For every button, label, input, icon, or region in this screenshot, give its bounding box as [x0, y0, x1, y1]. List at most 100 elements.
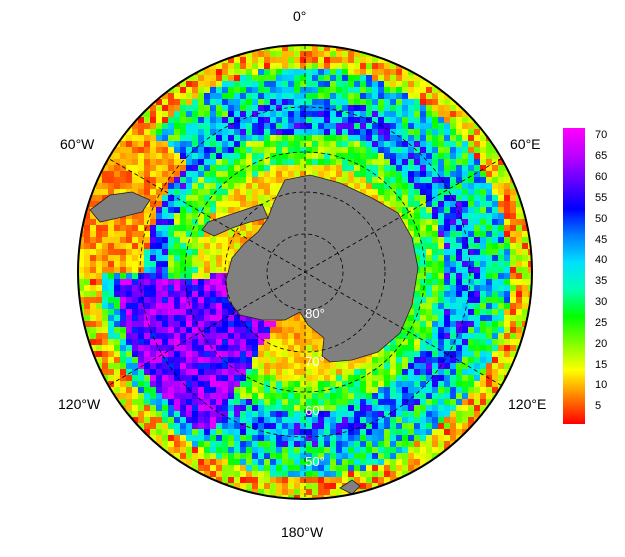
data-cell: [432, 93, 439, 100]
data-cell: [354, 423, 361, 430]
data-cell: [264, 405, 271, 412]
data-cell: [468, 213, 475, 220]
data-cell: [276, 387, 283, 394]
data-cell: [456, 273, 463, 280]
data-cell: [216, 207, 223, 214]
data-cell: [144, 345, 151, 352]
data-cell: [474, 291, 481, 298]
data-cell: [396, 411, 403, 418]
data-cell: [276, 69, 283, 76]
data-cell: [474, 213, 481, 220]
data-cell: [384, 375, 391, 382]
data-cell: [348, 111, 355, 118]
data-cell: [78, 261, 85, 268]
data-cell: [132, 261, 139, 268]
data-cell: [150, 285, 157, 292]
data-cell: [168, 393, 175, 400]
data-cell: [438, 375, 445, 382]
data-cell: [300, 345, 307, 352]
data-cell: [372, 93, 379, 100]
data-cell: [456, 417, 463, 424]
data-cell: [426, 201, 433, 208]
data-cell: [210, 291, 217, 298]
data-cell: [420, 387, 427, 394]
data-cell: [192, 357, 199, 364]
data-cell: [450, 177, 457, 184]
data-cell: [222, 477, 229, 484]
data-cell: [174, 159, 181, 166]
data-cell: [246, 123, 253, 130]
data-cell: [186, 201, 193, 208]
data-cell: [150, 411, 157, 418]
data-cell: [444, 399, 451, 406]
data-cell: [282, 123, 289, 130]
data-cell: [210, 153, 217, 160]
data-cell: [222, 189, 229, 196]
data-cell: [156, 345, 163, 352]
data-cell: [438, 105, 445, 112]
data-cell: [210, 387, 217, 394]
data-cell: [342, 471, 349, 478]
data-cell: [354, 63, 361, 70]
data-cell: [126, 159, 133, 166]
data-cell: [138, 165, 145, 172]
data-cell: [324, 51, 331, 58]
data-cell: [174, 333, 181, 340]
data-cell: [180, 105, 187, 112]
data-cell: [444, 279, 451, 286]
data-cell: [246, 51, 253, 58]
data-cell: [90, 297, 97, 304]
data-cell: [210, 267, 217, 274]
data-cell: [444, 105, 451, 112]
data-cell: [438, 111, 445, 118]
data-cell: [330, 441, 337, 448]
data-cell: [474, 297, 481, 304]
data-cell: [126, 369, 133, 376]
data-cell: [192, 93, 199, 100]
data-cell: [186, 345, 193, 352]
data-cell: [402, 183, 409, 190]
data-cell: [144, 357, 151, 364]
data-cell: [258, 357, 265, 364]
data-cell: [294, 57, 301, 64]
data-cell: [174, 375, 181, 382]
data-cell: [306, 81, 313, 88]
data-cell: [270, 135, 277, 142]
data-cell: [276, 45, 283, 52]
data-cell: [276, 489, 283, 496]
data-cell: [522, 267, 529, 274]
data-cell: [366, 105, 373, 112]
data-cell: [282, 63, 289, 70]
data-cell: [168, 381, 175, 388]
data-cell: [162, 345, 169, 352]
data-cell: [348, 81, 355, 88]
data-cell: [468, 405, 475, 412]
data-cell: [228, 177, 235, 184]
data-cell: [384, 459, 391, 466]
data-cell: [234, 393, 241, 400]
data-cell: [354, 153, 361, 160]
data-cell: [156, 363, 163, 370]
data-cell: [390, 381, 397, 388]
data-cell: [276, 465, 283, 472]
data-cell: [528, 279, 532, 286]
data-cell: [444, 387, 451, 394]
data-cell: [228, 195, 235, 202]
data-cell: [204, 111, 211, 118]
data-cell: [90, 249, 97, 256]
data-cell: [150, 417, 157, 424]
data-cell: [360, 375, 367, 382]
data-cell: [306, 429, 313, 436]
data-cell: [264, 63, 271, 70]
data-cell: [360, 93, 367, 100]
data-cell: [264, 165, 271, 172]
data-cell: [444, 219, 451, 226]
data-cell: [294, 387, 301, 394]
data-cell: [162, 369, 169, 376]
data-cell: [438, 99, 445, 106]
data-cell: [408, 309, 415, 316]
data-cell: [474, 141, 481, 148]
data-cell: [198, 357, 205, 364]
data-cell: [348, 75, 355, 82]
data-cell: [300, 459, 307, 466]
